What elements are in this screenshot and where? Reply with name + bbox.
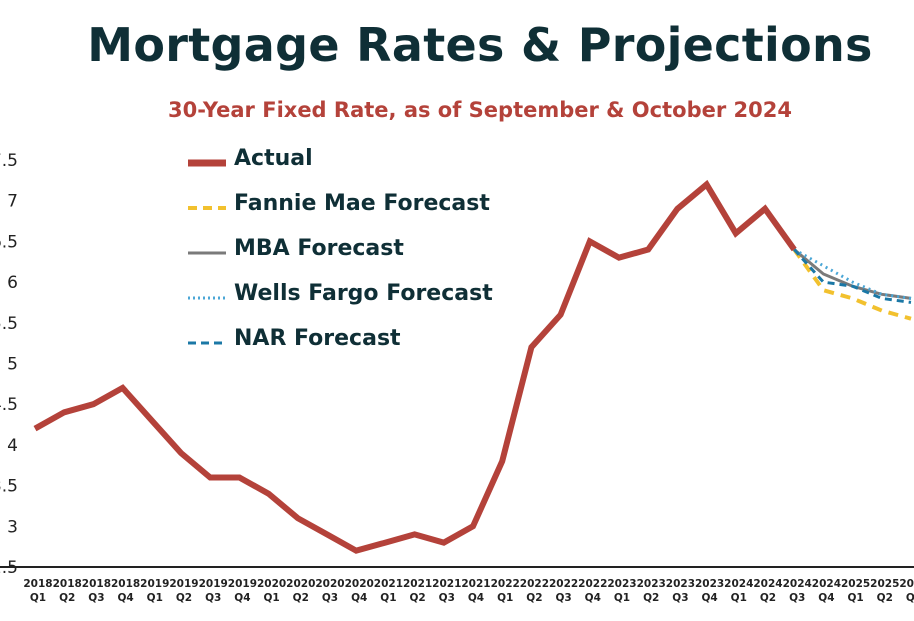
- x-tick-label-year: 2024: [783, 578, 812, 590]
- x-tick-label-year: 2019: [228, 578, 257, 590]
- x-tick-label-quarter: Q3: [322, 592, 338, 604]
- x-tick-label-quarter: Q4: [117, 592, 133, 604]
- x-tick-label-quarter: Q1: [731, 592, 747, 604]
- legend-label: Wells Fargo Forecast: [234, 281, 493, 306]
- series-line-wells-fargo-forecast: [793, 248, 912, 300]
- y-tick-label: 5.5: [0, 314, 18, 334]
- y-tick-label: 5: [7, 355, 18, 375]
- x-tick-label-quarter: Q3: [906, 592, 914, 604]
- x-tick-label-year: 2024: [812, 578, 841, 590]
- x-tick-label-quarter: Q1: [614, 592, 630, 604]
- x-tick-label-quarter: Q4: [468, 592, 484, 604]
- x-tick-label-year: 2021: [374, 578, 403, 590]
- x-tick-label-year: 2018: [23, 578, 52, 590]
- x-tick-label-quarter: Q1: [263, 592, 279, 604]
- x-tick-label-year: 2025: [899, 578, 914, 590]
- x-tick-label-year: 2022: [578, 578, 607, 590]
- x-tick-label-year: 2021: [403, 578, 432, 590]
- x-tick-label-quarter: Q1: [497, 592, 513, 604]
- x-tick-label-year: 2018: [53, 578, 82, 590]
- legend-swatch: [188, 251, 226, 255]
- x-tick-label-quarter: Q2: [760, 592, 776, 604]
- x-tick-label-year: 2019: [199, 578, 228, 590]
- legend-label: NAR Forecast: [234, 326, 401, 351]
- x-tick-label-year: 2021: [432, 578, 461, 590]
- x-tick-label-quarter: Q4: [585, 592, 601, 604]
- x-tick-label-year: 2022: [491, 578, 520, 590]
- x-tick-label-year: 2022: [520, 578, 549, 590]
- chart-subtitle: 30-Year Fixed Rate, as of September & Oc…: [168, 98, 792, 122]
- x-tick-label-year: 2023: [607, 578, 636, 590]
- y-tick-label: 4: [7, 436, 18, 456]
- y-tick-label: 6.5: [0, 232, 18, 252]
- x-tick-label-quarter: Q2: [293, 592, 309, 604]
- x-tick-label-year: 2022: [549, 578, 578, 590]
- x-tick-label-quarter: Q3: [789, 592, 805, 604]
- x-tick-label-year: 2018: [111, 578, 140, 590]
- x-tick-label-quarter: Q1: [847, 592, 863, 604]
- x-tick-label-year: 2019: [140, 578, 169, 590]
- y-tick-label: 7.5: [0, 151, 18, 171]
- x-tick-label-year: 2021: [461, 578, 490, 590]
- x-tick-label-year: 2025: [870, 578, 899, 590]
- legend-label: Actual: [234, 146, 313, 171]
- y-tick-label: 3: [7, 517, 18, 537]
- x-tick-label-year: 2023: [637, 578, 666, 590]
- legend-swatch: [188, 206, 226, 210]
- series-line-actual: [33, 179, 797, 554]
- x-tick-label-quarter: Q4: [818, 592, 834, 604]
- x-tick-label-quarter: Q2: [59, 592, 75, 604]
- x-tick-label-year: 2018: [82, 578, 111, 590]
- x-tick-label-quarter: Q3: [205, 592, 221, 604]
- x-tick-label-year: 2019: [169, 578, 198, 590]
- legend-label: Fannie Mae Forecast: [234, 191, 490, 216]
- y-tick-label: 3.5: [0, 477, 18, 497]
- x-tick-label-year: 2023: [695, 578, 724, 590]
- series-line-mba-forecast: [793, 248, 912, 300]
- x-tick-label-year: 2020: [345, 578, 374, 590]
- x-tick-label-quarter: Q2: [526, 592, 542, 604]
- x-tick-label-quarter: Q3: [88, 592, 104, 604]
- x-tick-label-year: 2020: [315, 578, 344, 590]
- x-tick-label-year: 2020: [257, 578, 286, 590]
- x-tick-label-quarter: Q3: [439, 592, 455, 604]
- x-tick-label-quarter: Q2: [409, 592, 425, 604]
- y-tick-label: 4.5: [0, 395, 18, 415]
- x-tick-label-quarter: Q4: [234, 592, 250, 604]
- x-tick-label-year: 2025: [841, 578, 870, 590]
- x-tick-label-quarter: Q4: [351, 592, 367, 604]
- series-line-fannie-mae-forecast: [792, 248, 912, 321]
- y-tick-label: 6: [7, 273, 18, 293]
- legend-label: MBA Forecast: [234, 236, 404, 261]
- y-tick-label: 7: [7, 192, 18, 212]
- x-tick-label-year: 2024: [724, 578, 753, 590]
- x-tick-label-quarter: Q1: [147, 592, 163, 604]
- x-tick-label-year: 2023: [666, 578, 695, 590]
- x-tick-label-year: 2020: [286, 578, 315, 590]
- series-line-nar-forecast: [793, 248, 912, 304]
- x-tick-label-quarter: Q2: [877, 592, 893, 604]
- x-tick-label-quarter: Q1: [380, 592, 396, 604]
- x-tick-label-year: 2024: [753, 578, 782, 590]
- x-tick-label-quarter: Q4: [701, 592, 717, 604]
- legend-swatch: [188, 296, 226, 300]
- x-tick-label-quarter: Q3: [555, 592, 571, 604]
- x-tick-label-quarter: Q2: [176, 592, 192, 604]
- legend-swatch: [188, 341, 226, 345]
- x-tick-label-quarter: Q1: [30, 592, 46, 604]
- chart-title: Mortgage Rates & Projections: [87, 18, 873, 72]
- x-tick-label-quarter: Q2: [643, 592, 659, 604]
- legend-swatch: [188, 159, 226, 167]
- x-tick-label-quarter: Q3: [672, 592, 688, 604]
